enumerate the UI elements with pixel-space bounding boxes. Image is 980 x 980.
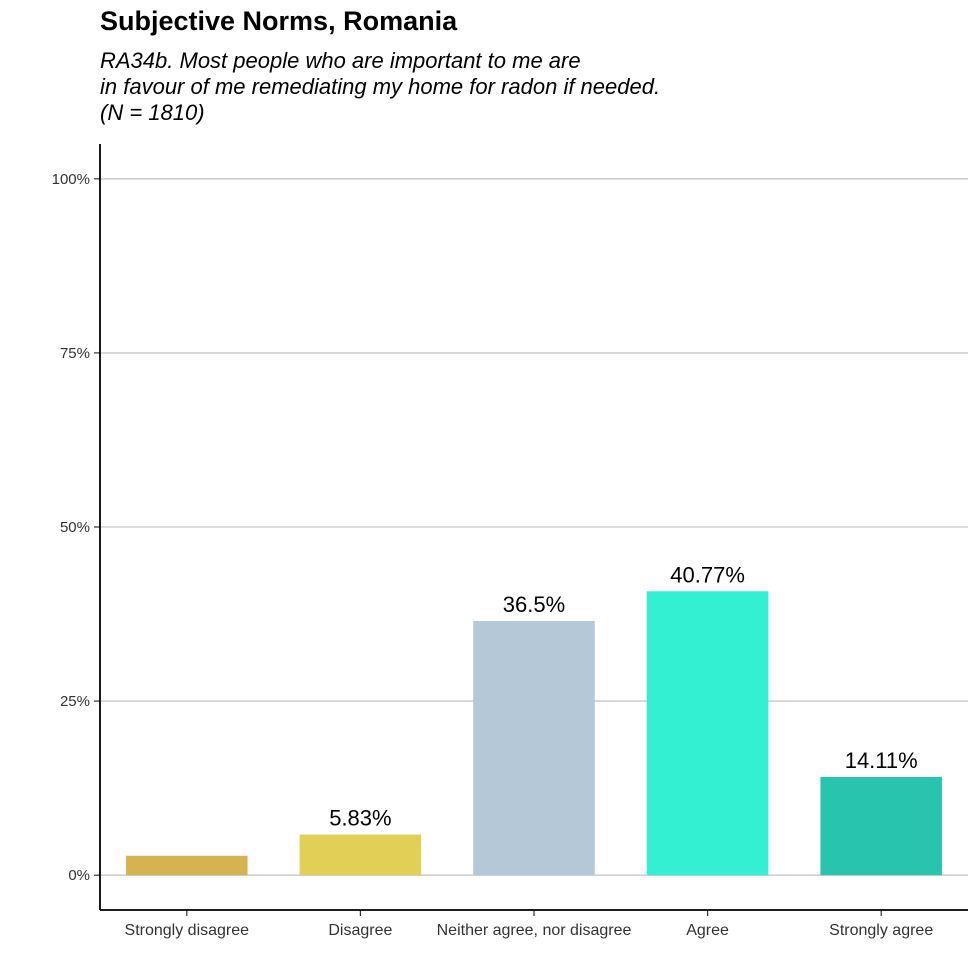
- y-tick-label: 100%: [52, 171, 90, 188]
- data-labels: 5.83% 36.5% 40.77% 14.11%: [329, 562, 917, 830]
- subtitle-line-1: RA34b. Most people who are important to …: [100, 48, 581, 73]
- bar: [820, 776, 942, 876]
- x-tick-label: Disagree: [328, 922, 392, 939]
- bar: [473, 621, 595, 876]
- y-tick-label: 25%: [60, 693, 90, 710]
- data-label: 36.5%: [503, 592, 565, 617]
- bars: [126, 591, 942, 876]
- subtitle-line-2: in favour of me remediating my home for …: [100, 74, 661, 99]
- data-label: 5.83%: [329, 806, 391, 831]
- subtitle-line-3: (N = 1810): [100, 100, 205, 125]
- axes: 0% 25% 50% 75% 100% Strongly disagree Disagree…: [52, 144, 968, 939]
- x-tick-label: Strongly disagree: [125, 922, 250, 939]
- bar: [299, 834, 422, 876]
- y-tick-label: 75%: [60, 345, 90, 362]
- x-tick-label: Neither agree, nor disagree: [437, 922, 632, 939]
- x-tick-label: Strongly agree: [829, 922, 933, 939]
- chart-title: Subjective Norms, Romania: [100, 6, 458, 36]
- chart-subtitle: RA34b. Most people who are important to …: [100, 48, 660, 126]
- bar: [646, 591, 769, 876]
- y-tick-label: 0%: [68, 867, 90, 884]
- y-tick-label: 50%: [60, 519, 90, 536]
- data-label: 14.11%: [845, 748, 918, 773]
- data-label: 40.77%: [670, 562, 745, 587]
- x-tick-label: Agree: [686, 922, 729, 939]
- bar: [126, 855, 248, 876]
